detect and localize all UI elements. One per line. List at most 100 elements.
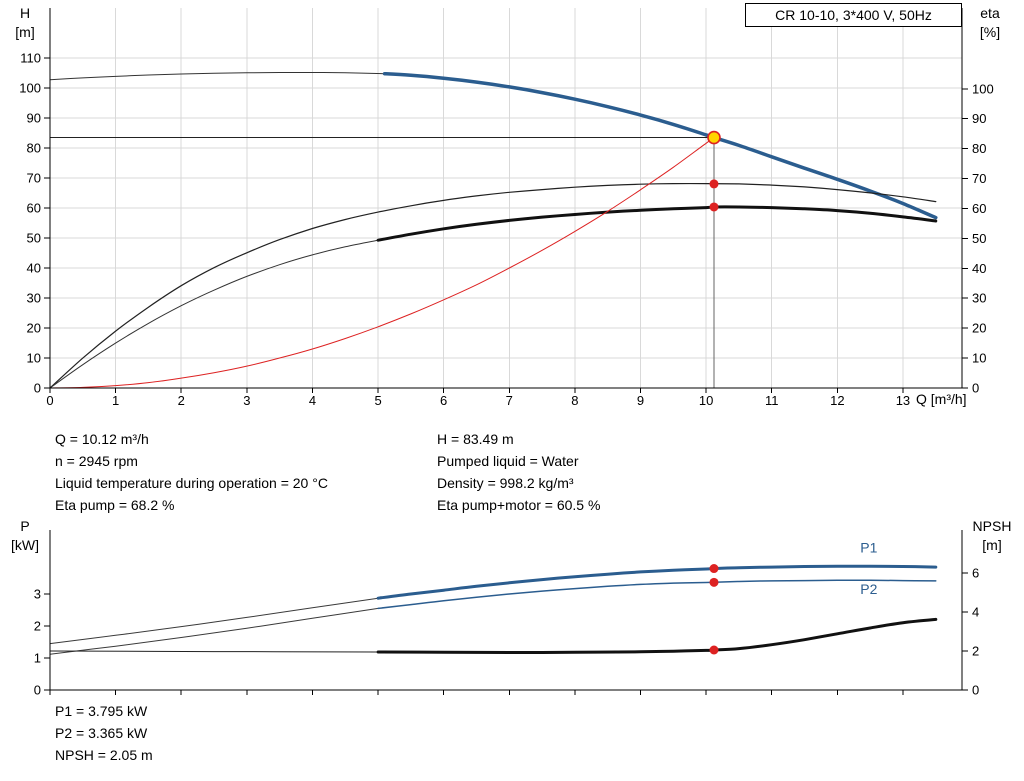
- p1-curve: [376, 564, 938, 600]
- h-axis-title: H [m]: [6, 4, 44, 42]
- eta-pump-motor-thin: [49, 239, 379, 389]
- head-curve-thin: [49, 71, 386, 81]
- x-axis-tick-label: 3: [243, 393, 250, 408]
- info-line: P2 = 3.365 kW: [55, 725, 148, 741]
- left-axis-tick-label: 110: [20, 51, 41, 66]
- x-axis-tick-label: 4: [309, 393, 316, 408]
- left-axis-tick-label: 70: [27, 171, 41, 186]
- right-axis-tick-label: 0: [972, 683, 979, 698]
- eta-pump-motor-point: [709, 202, 719, 212]
- h-axis-title-symbol: H: [19, 5, 31, 21]
- right-axis-tick-label: 30: [972, 291, 986, 306]
- info-line: Eta pump = 68.2 %: [55, 497, 175, 513]
- eta-axis-title-symbol: eta: [980, 5, 1000, 21]
- right-axis-tick-label: 80: [972, 141, 986, 156]
- duty-point: [707, 130, 721, 145]
- right-axis-tick-label: 90: [972, 111, 986, 126]
- npsh-curve: [376, 617, 938, 654]
- left-axis-tick-label: 80: [27, 141, 41, 156]
- power-info-block: P1 = 3.795 kW P2 = 3.365 kW NPSH = 2.05 m: [55, 700, 153, 766]
- h-axis-title-unit: [m]: [15, 24, 35, 40]
- x-axis-tick-label: 8: [571, 393, 578, 408]
- left-axis-tick-label: 2: [34, 619, 41, 634]
- x-axis-tick-label: 13: [896, 393, 910, 408]
- left-axis-tick-label: 1: [34, 651, 41, 666]
- x-axis-tick-label: 12: [830, 393, 844, 408]
- npsh-axis-title-symbol: NPSH: [972, 518, 1012, 534]
- power-npsh-chart: 0 1 2 3 0 2 4 6 P1 P2: [34, 530, 979, 698]
- system-curve: [49, 137, 715, 389]
- left-axis-tick-label: 3: [34, 587, 41, 602]
- eta-axis-title-unit: [%]: [979, 24, 1001, 40]
- eta-pump-motor-curve: [376, 205, 938, 242]
- left-axis-tick-label: 30: [27, 291, 41, 306]
- eta-pump-curve: [49, 182, 937, 389]
- p1-point: [709, 564, 719, 574]
- right-axis-tick-label: 6: [972, 565, 979, 580]
- eta-pump-point: [709, 179, 719, 189]
- x-axis-tick-label: 5: [374, 393, 381, 408]
- x-axis-tick-label: 1: [112, 393, 119, 408]
- right-axis-tick-label: 70: [972, 171, 986, 186]
- left-axis-tick-label: 50: [27, 231, 41, 246]
- axes: [44, 530, 968, 695]
- right-axis-tick-label: 50: [972, 231, 986, 246]
- grid: [50, 8, 962, 388]
- chart-title-box: CR 10-10, 3*400 V, 50Hz: [745, 3, 962, 27]
- x-axis-tick-label: 10: [699, 393, 713, 408]
- info-line: Pumped liquid = Water: [437, 453, 579, 469]
- npsh-curve-thin: [49, 650, 379, 653]
- info-line: n = 2945 rpm: [55, 453, 138, 469]
- p2-point: [709, 577, 719, 587]
- eta-axis-title: eta [%]: [968, 4, 1012, 42]
- right-axis-tick-label: 2: [972, 643, 979, 658]
- p2-curve-thin: [49, 607, 379, 655]
- npsh-axis-title-unit: [m]: [982, 537, 1002, 553]
- chart-title: CR 10-10, 3*400 V, 50Hz: [775, 7, 932, 23]
- right-axis-tick-label: 4: [972, 604, 979, 619]
- left-axis-tick-label: 90: [27, 111, 41, 126]
- left-axis-tick-label: 20: [27, 321, 41, 336]
- info-line: Eta pump+motor = 60.5 %: [437, 497, 601, 513]
- axes: [44, 8, 968, 393]
- x-axis-tick-label: 2: [178, 393, 185, 408]
- info-line: Density = 998.2 kg/m³: [437, 475, 574, 491]
- x-axis-tick-label: 0: [46, 393, 53, 408]
- p2-series-label: P2: [860, 581, 877, 597]
- left-axis-tick-label: 10: [27, 351, 41, 366]
- npsh-axis-title: NPSH [m]: [964, 517, 1020, 555]
- npsh-point: [709, 645, 719, 655]
- info-line: H = 83.49 m: [437, 431, 514, 447]
- q-axis-label: Q [m³/h]: [916, 391, 967, 407]
- head-curve: [382, 71, 938, 220]
- x-axis-tick-label: 7: [506, 393, 513, 408]
- info-line: NPSH = 2.05 m: [55, 747, 153, 763]
- duty-info-left: Q = 10.12 m³/h n = 2945 rpm Liquid tempera…: [55, 428, 328, 516]
- p1-series-label: P1: [860, 539, 877, 555]
- left-axis-tick-label: 100: [19, 81, 41, 96]
- x-axis-tick-label: 9: [637, 393, 644, 408]
- right-axis-tick-label: 20: [972, 321, 986, 336]
- info-line: Q = 10.12 m³/h: [55, 431, 149, 447]
- x-axis-tick-label: 6: [440, 393, 447, 408]
- duty-info-right: H = 83.49 m Pumped liquid = Water Density …: [437, 428, 600, 516]
- right-axis-tick-label: 100: [972, 81, 994, 96]
- p-axis-title-symbol: P: [20, 518, 30, 534]
- right-axis-tick-label: 0: [972, 381, 979, 396]
- p2-curve: [377, 579, 937, 610]
- hq-chart: 0102030405060708090100110010203040506070…: [19, 8, 994, 408]
- left-axis-tick-label: 60: [27, 201, 41, 216]
- right-axis-tick-label: 10: [972, 351, 986, 366]
- p1-curve-thin: [49, 597, 379, 645]
- info-line: Liquid temperature during operation = 20…: [55, 475, 328, 491]
- x-axis-tick-label: 11: [765, 393, 779, 408]
- left-axis-tick-label: 40: [27, 261, 41, 276]
- info-line: P1 = 3.795 kW: [55, 703, 148, 719]
- p-axis-title-unit: [kW]: [11, 537, 39, 553]
- left-axis-tick-label: 0: [34, 683, 41, 698]
- p-axis-title: P [kW]: [6, 517, 44, 555]
- left-axis-tick-label: 0: [34, 381, 41, 396]
- right-axis-tick-label: 60: [972, 201, 986, 216]
- right-axis-tick-label: 40: [972, 261, 986, 276]
